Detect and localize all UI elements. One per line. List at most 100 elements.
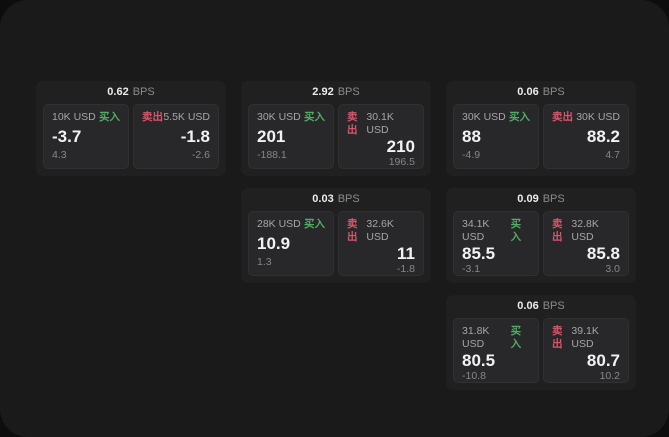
sell-size: 5.5K USD: [163, 111, 210, 123]
sell-panel[interactable]: 卖出 30.1K USD 210 196.5: [338, 104, 424, 169]
buy-size: 30K USD: [257, 111, 301, 123]
sell-price: 210: [386, 137, 415, 156]
sell-panel[interactable]: 卖出 30K USD 88.2 4.7: [543, 104, 629, 169]
sell-price: 80.7: [586, 351, 620, 370]
bps-header: 0.06 BPS: [453, 81, 629, 104]
sell-panel-top: 卖出 32.6K USD: [347, 218, 415, 244]
sell-delta: 196.5: [388, 156, 415, 168]
sell-price: 11: [397, 244, 415, 263]
buy-label: 买入: [510, 218, 522, 243]
buy-size: 34.1K USD: [462, 218, 490, 243]
buy-delta: -4.9: [462, 149, 481, 161]
sell-price: -1.8: [180, 127, 210, 146]
bps-header: 0.06 BPS: [453, 295, 629, 318]
buy-price: 88: [462, 127, 481, 146]
buy-panel[interactable]: 10K USD 买入 -3.7 4.3: [43, 104, 129, 169]
buy-panel-top: 30K USD 买入: [462, 111, 530, 124]
buy-label: 买入: [510, 325, 522, 350]
bps-unit-label: BPS: [132, 86, 155, 98]
bps-unit-label: BPS: [542, 193, 565, 205]
buy-panel-top: 30K USD 买入: [257, 111, 325, 124]
sell-delta: 10.2: [599, 370, 620, 382]
sell-panel[interactable]: 卖出 5.5K USD -1.8 -2.6: [133, 104, 219, 169]
sell-panel-top: 卖出 32.8K USD: [552, 218, 620, 244]
buy-price: 80.5: [462, 351, 496, 370]
sell-label: 卖出: [347, 218, 358, 243]
sell-size: 39.1K USD: [571, 325, 599, 350]
sell-delta: 4.7: [605, 149, 620, 161]
bps-header: 2.92 BPS: [248, 81, 424, 104]
sell-label: 卖出: [347, 111, 358, 136]
sell-price: 85.8: [586, 244, 620, 263]
sell-delta: -2.6: [191, 149, 210, 161]
sell-size: 30.1K USD: [366, 111, 394, 136]
bps-value: 0.06: [517, 86, 539, 98]
quote-card: 0.06 BPS 31.8K USD 买入 80.5 -10.8 卖出 39.1…: [446, 295, 636, 390]
buy-panel-top: 31.8K USD 买入: [462, 325, 530, 351]
sell-size: 32.6K USD: [366, 218, 394, 243]
quote-card: 0.06 BPS 30K USD 买入 88 -4.9 卖出 30K USD: [446, 81, 636, 176]
quote-card: 0.03 BPS 28K USD 买入 10.9 1.3 卖出 32.6K US…: [241, 188, 431, 283]
quote-panels: 28K USD 买入 10.9 1.3 卖出 32.6K USD 11 -1.8: [248, 211, 424, 276]
bps-value: 0.03: [312, 193, 334, 205]
buy-price: 85.5: [462, 244, 496, 263]
buy-delta: -188.1: [257, 149, 287, 161]
sell-delta: -1.8: [396, 263, 415, 275]
buy-panel-top: 28K USD 买入: [257, 218, 325, 231]
bps-unit-label: BPS: [337, 86, 360, 98]
quote-card: 0.62 BPS 10K USD 买入 -3.7 4.3 卖出 5.5K USD: [36, 81, 226, 176]
buy-price: 10.9: [257, 234, 291, 253]
bps-unit-label: BPS: [337, 193, 360, 205]
buy-delta: -10.8: [462, 370, 486, 382]
buy-label: 买入: [304, 111, 325, 123]
bps-header: 0.03 BPS: [248, 188, 424, 211]
buy-panel[interactable]: 28K USD 买入 10.9 1.3: [248, 211, 334, 276]
buy-label: 买入: [304, 218, 325, 230]
quote-card-grid: 0.62 BPS 10K USD 买入 -3.7 4.3 卖出 5.5K USD: [36, 81, 636, 390]
buy-size: 30K USD: [462, 111, 506, 123]
bps-value: 0.09: [517, 193, 539, 205]
buy-label: 买入: [99, 111, 120, 123]
buy-panel-top: 34.1K USD 买入: [462, 218, 530, 244]
buy-size: 28K USD: [257, 218, 301, 230]
sell-label: 卖出: [552, 111, 573, 123]
quote-panels: 10K USD 买入 -3.7 4.3 卖出 5.5K USD -1.8 -2.…: [43, 104, 219, 169]
buy-label: 买入: [509, 111, 530, 123]
buy-size: 10K USD: [52, 111, 96, 123]
buy-price: 201: [257, 127, 286, 146]
buy-delta: 4.3: [52, 149, 67, 161]
quote-card: 2.92 BPS 30K USD 买入 201 -188.1 卖出 30.1K …: [241, 81, 431, 176]
sell-size: 30K USD: [576, 111, 620, 123]
sell-price: 88.2: [586, 127, 620, 146]
bps-header: 0.09 BPS: [453, 188, 629, 211]
bps-header: 0.62 BPS: [43, 81, 219, 104]
sell-panel[interactable]: 卖出 32.8K USD 85.8 3.0: [543, 211, 629, 276]
quote-panels: 31.8K USD 买入 80.5 -10.8 卖出 39.1K USD 80.…: [453, 318, 629, 383]
sell-label: 卖出: [142, 111, 163, 123]
buy-delta: 1.3: [257, 256, 272, 268]
sell-panel[interactable]: 卖出 39.1K USD 80.7 10.2: [543, 318, 629, 383]
quote-panels: 30K USD 买入 201 -188.1 卖出 30.1K USD 210 1…: [248, 104, 424, 169]
sell-panel-top: 卖出 39.1K USD: [552, 325, 620, 351]
bps-unit-label: BPS: [542, 300, 565, 312]
bps-value: 0.62: [107, 86, 129, 98]
sell-panel-top: 卖出 30.1K USD: [347, 111, 415, 137]
buy-panel[interactable]: 34.1K USD 买入 85.5 -3.1: [453, 211, 539, 276]
sell-label: 卖出: [552, 218, 563, 243]
buy-panel[interactable]: 30K USD 买入 88 -4.9: [453, 104, 539, 169]
sell-panel-top: 卖出 30K USD: [552, 111, 620, 124]
bps-unit-label: BPS: [542, 86, 565, 98]
buy-size: 31.8K USD: [462, 325, 490, 350]
buy-price: -3.7: [52, 127, 82, 146]
buy-panel[interactable]: 30K USD 买入 201 -188.1: [248, 104, 334, 169]
sell-size: 32.8K USD: [571, 218, 599, 243]
quote-card: 0.09 BPS 34.1K USD 买入 85.5 -3.1 卖出 32.8K…: [446, 188, 636, 283]
buy-panel[interactable]: 31.8K USD 买入 80.5 -10.8: [453, 318, 539, 383]
sell-label: 卖出: [552, 325, 563, 350]
quote-panels: 34.1K USD 买入 85.5 -3.1 卖出 32.8K USD 85.8…: [453, 211, 629, 276]
bps-value: 0.06: [517, 300, 539, 312]
bps-value: 2.92: [312, 86, 334, 98]
buy-delta: -3.1: [462, 263, 481, 275]
sell-panel[interactable]: 卖出 32.6K USD 11 -1.8: [338, 211, 424, 276]
